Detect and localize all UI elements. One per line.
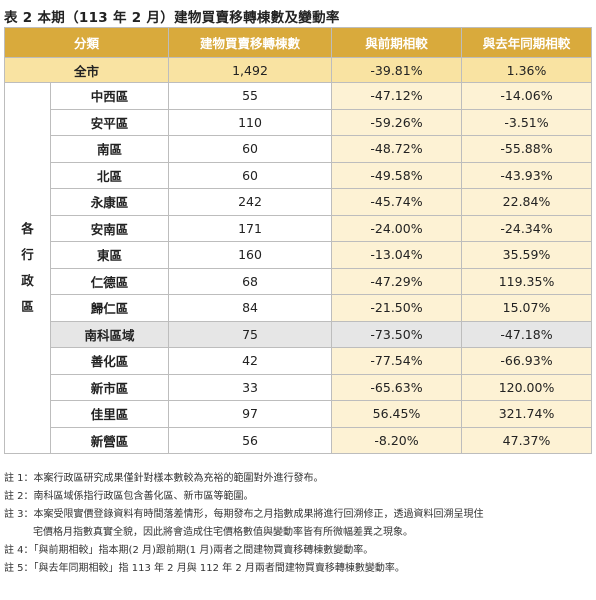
district-name: 新營區 bbox=[49, 426, 170, 454]
yoy-change-cell: 15.07% bbox=[461, 294, 593, 322]
district-name: 東區 bbox=[49, 241, 170, 269]
note-4: 註 4：「與前期相較」指本期(2 月)跟前期(1 月)兩者之間建物買賣移轉棟數變… bbox=[4, 545, 374, 556]
prev-change-cell: -24.00% bbox=[331, 214, 463, 242]
group-label-char: 行 bbox=[21, 247, 34, 262]
district-name: 善化區 bbox=[49, 347, 170, 375]
yoy-change-cell: 120.00% bbox=[461, 373, 593, 401]
count-cell: 42 bbox=[168, 347, 333, 375]
yoy-change-cell: 35.59% bbox=[461, 241, 593, 269]
yoy-change-cell: 47.37% bbox=[461, 426, 593, 454]
count-cell: 60 bbox=[168, 135, 333, 163]
district-name: 中西區 bbox=[49, 82, 170, 110]
prev-change-cell: -45.74% bbox=[331, 188, 463, 216]
count-cell: 60 bbox=[168, 161, 333, 189]
count-cell: 68 bbox=[168, 267, 333, 295]
table-row: 安南區 171 -24.00% -24.34% bbox=[5, 214, 593, 242]
district-name: 南區 bbox=[49, 135, 170, 163]
table-row: 歸仁區 84 -21.50% 15.07% bbox=[5, 294, 593, 322]
count-cell: 110 bbox=[168, 108, 333, 136]
group-label-char: 政 bbox=[21, 273, 34, 288]
note-2: 註 2：南科區域係指行政區包含善化區、新市區等範圍。 bbox=[4, 491, 254, 502]
prev-change-cell: -48.72% bbox=[331, 135, 463, 163]
yoy-change-cell: -55.88% bbox=[461, 135, 593, 163]
district-name: 安南區 bbox=[49, 214, 170, 242]
table-row: 新市區 33 -65.63% 120.00% bbox=[5, 373, 593, 401]
prev-change-cell: 56.45% bbox=[331, 400, 463, 428]
district-name: 南科區域 bbox=[49, 320, 170, 348]
group-label-char: 區 bbox=[21, 299, 34, 314]
group-label-char: 各 bbox=[21, 221, 34, 236]
header-category: 分類 bbox=[3, 27, 170, 58]
district-name: 佳里區 bbox=[49, 400, 170, 428]
yoy-change-cell: 22.84% bbox=[461, 188, 593, 216]
table-row: 新營區 56 -8.20% 47.37% bbox=[5, 426, 593, 454]
count-cell: 242 bbox=[168, 188, 333, 216]
prev-change-cell: -21.50% bbox=[331, 294, 463, 322]
district-name: 北區 bbox=[49, 161, 170, 189]
table-row: 東區 160 -13.04% 35.59% bbox=[5, 241, 593, 269]
yoy-change-cell: -43.93% bbox=[461, 161, 593, 189]
district-name: 安平區 bbox=[49, 108, 170, 136]
prev-change-cell: -8.20% bbox=[331, 426, 463, 454]
table-row: 永康區 242 -45.74% 22.84% bbox=[5, 188, 593, 216]
footnotes: 註 1：本案行政區研究成果僅針對樣本數較為充裕的範圍對外進行發布。 註 2：南科… bbox=[4, 470, 592, 578]
table-row: 安平區 110 -59.26% -3.51% bbox=[5, 108, 593, 136]
table-row: 南科區域 75 -73.50% -47.18% bbox=[5, 320, 593, 348]
count-cell: 56 bbox=[168, 426, 333, 454]
yoy-change-cell: -66.93% bbox=[461, 347, 593, 375]
count-cell: 171 bbox=[168, 214, 333, 242]
yoy-change-cell: 119.35% bbox=[461, 267, 593, 295]
district-name: 仁德區 bbox=[49, 267, 170, 295]
total-label: 全市 bbox=[3, 57, 170, 83]
count-cell: 97 bbox=[168, 400, 333, 428]
total-prev: -39.81% bbox=[331, 57, 463, 83]
table-title: 表 2 本期（113 年 2 月）建物買賣移轉棟數及變動率 bbox=[4, 10, 340, 26]
header-prev: 與前期相較 bbox=[331, 27, 463, 58]
table-row: 仁德區 68 -47.29% 119.35% bbox=[5, 267, 593, 295]
yoy-change-cell: -24.34% bbox=[461, 214, 593, 242]
table-row: 善化區 42 -77.54% -66.93% bbox=[5, 347, 593, 375]
note-3-continued: 宅價格月指數真實全貌，因此將會造成住宅價格數值與變動率皆有所微幅差異之現象。 bbox=[33, 527, 413, 538]
count-cell: 84 bbox=[168, 294, 333, 322]
header-yoy: 與去年同期相較 bbox=[461, 27, 593, 58]
yoy-change-cell: -14.06% bbox=[461, 82, 593, 110]
table-row: 各行政區中西區 55 -47.12% -14.06% bbox=[4, 82, 593, 454]
prev-change-cell: -49.58% bbox=[331, 161, 463, 189]
prev-change-cell: -47.12% bbox=[331, 82, 463, 110]
yoy-change-cell: -47.18% bbox=[461, 320, 593, 348]
count-cell: 75 bbox=[168, 320, 333, 348]
prev-change-cell: -65.63% bbox=[331, 373, 463, 401]
yoy-change-cell: -3.51% bbox=[461, 108, 593, 136]
prev-change-cell: -47.29% bbox=[331, 267, 463, 295]
total-row: 全市 1,492 -39.81% 1.36% bbox=[3, 57, 593, 83]
note-3: 註 3：本案受限實價登錄資料有時間落差情形，每期發布之月指數成果將進行回溯修正，… bbox=[4, 509, 484, 520]
count-cell: 160 bbox=[168, 241, 333, 269]
header-row: 分類 建物買賣移轉棟數 與前期相較 與去年同期相較 bbox=[3, 27, 593, 58]
district-name: 永康區 bbox=[49, 188, 170, 216]
count-cell: 33 bbox=[168, 373, 333, 401]
transfer-table: 分類 建物買賣移轉棟數 與前期相較 與去年同期相較 全市 1,492 -39.8… bbox=[3, 27, 593, 454]
header-count: 建物買賣移轉棟數 bbox=[168, 27, 333, 58]
district-name: 歸仁區 bbox=[49, 294, 170, 322]
note-5: 註 5：「與去年同期相較」指 113 年 2 月與 112 年 2 月兩者間建物… bbox=[4, 563, 405, 574]
prev-change-cell: -73.50% bbox=[331, 320, 463, 348]
yoy-change-cell: 321.74% bbox=[461, 400, 593, 428]
total-yoy: 1.36% bbox=[461, 57, 593, 83]
total-count: 1,492 bbox=[168, 57, 333, 83]
prev-change-cell: -13.04% bbox=[331, 241, 463, 269]
count-cell: 55 bbox=[168, 82, 333, 110]
table-row: 南區 60 -48.72% -55.88% bbox=[5, 135, 593, 163]
prev-change-cell: -77.54% bbox=[331, 347, 463, 375]
table-row: 北區 60 -49.58% -43.93% bbox=[5, 161, 593, 189]
prev-change-cell: -59.26% bbox=[331, 108, 463, 136]
group-label: 各行政區 bbox=[4, 82, 51, 454]
district-name: 新市區 bbox=[49, 373, 170, 401]
table-row: 佳里區 97 56.45% 321.74% bbox=[5, 400, 593, 428]
note-1: 註 1：本案行政區研究成果僅針對樣本數較為充裕的範圍對外進行發布。 bbox=[4, 473, 324, 484]
